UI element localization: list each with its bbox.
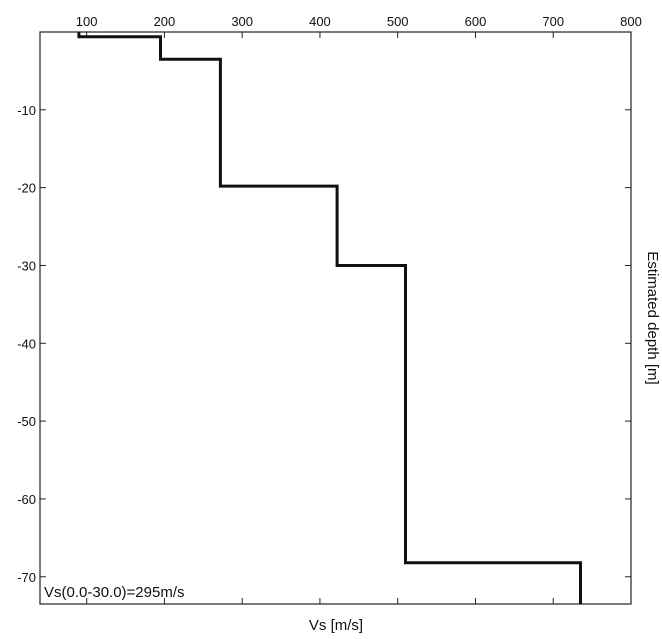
vs30-annotation: Vs(0.0-30.0)=295m/s [44,584,185,601]
y-tick-label: -10 [17,103,36,118]
y-tick-label: -20 [17,181,36,196]
y-tick-label: -50 [17,414,36,429]
x-axis-title: Vs [m/s] [309,617,363,634]
x-tick-label: 500 [387,14,409,29]
y-tick-label: -30 [17,258,36,273]
vs-step-profile-line [77,32,582,604]
x-tick-label: 100 [76,14,98,29]
x-axis-ticks: 100 200 300 400 500 600 700 800 [76,14,642,604]
x-tick-label: 700 [542,14,564,29]
y-axis-ticks: -10 -20 -30 -40 -50 -60 -70 [17,103,631,585]
x-tick-label: 300 [231,14,253,29]
x-tick-label: 200 [154,14,176,29]
y-tick-label: -40 [17,336,36,351]
series-layer [77,32,582,604]
y-tick-label: -60 [17,492,36,507]
y-axis-title: Estimated depth [m] [644,251,661,384]
x-tick-label: 400 [309,14,331,29]
plot-frame [39,31,632,605]
x-tick-label: 800 [620,14,642,29]
y-tick-label: -70 [17,570,36,585]
x-tick-label: 600 [465,14,487,29]
